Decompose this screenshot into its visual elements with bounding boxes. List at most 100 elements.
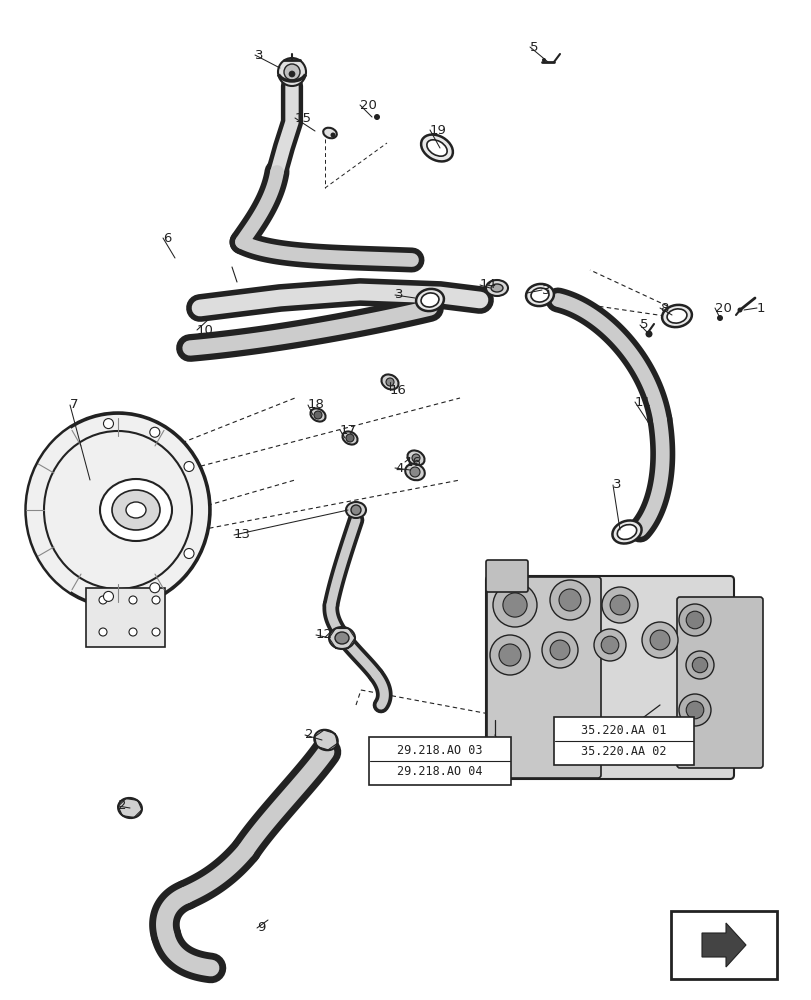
Circle shape <box>650 630 669 650</box>
Circle shape <box>410 467 419 477</box>
Ellipse shape <box>335 632 349 644</box>
Circle shape <box>642 622 677 658</box>
Circle shape <box>184 462 194 472</box>
Ellipse shape <box>118 798 142 818</box>
Circle shape <box>330 133 335 138</box>
Ellipse shape <box>381 374 398 390</box>
Circle shape <box>499 644 521 666</box>
FancyBboxPatch shape <box>486 576 733 779</box>
Text: 29.218.AO 03: 29.218.AO 03 <box>397 744 483 757</box>
Text: 16: 16 <box>389 383 406 396</box>
Ellipse shape <box>25 412 210 607</box>
Circle shape <box>609 595 629 615</box>
Ellipse shape <box>526 284 553 306</box>
Ellipse shape <box>486 280 508 296</box>
Circle shape <box>411 454 419 462</box>
Ellipse shape <box>616 525 636 539</box>
Text: 1: 1 <box>756 302 765 314</box>
Circle shape <box>685 611 703 629</box>
Ellipse shape <box>314 730 337 750</box>
Text: 4: 4 <box>394 462 403 475</box>
Circle shape <box>594 629 625 661</box>
Circle shape <box>492 583 536 627</box>
Circle shape <box>541 58 545 62</box>
Circle shape <box>103 591 114 601</box>
Text: 5: 5 <box>530 41 538 54</box>
Text: 15: 15 <box>294 112 311 125</box>
Text: 7: 7 <box>70 398 79 412</box>
Ellipse shape <box>530 288 548 302</box>
Text: 12: 12 <box>315 629 333 642</box>
Text: 3: 3 <box>612 479 620 491</box>
Circle shape <box>549 580 590 620</box>
Circle shape <box>600 636 618 654</box>
Text: 20: 20 <box>714 302 731 314</box>
Circle shape <box>716 315 722 321</box>
Circle shape <box>601 587 637 623</box>
Circle shape <box>152 628 160 636</box>
Text: 2: 2 <box>118 799 127 812</box>
Text: 5: 5 <box>639 318 648 332</box>
Circle shape <box>685 701 703 719</box>
Circle shape <box>152 596 160 604</box>
Text: 3: 3 <box>541 284 550 296</box>
Text: 18: 18 <box>307 398 324 412</box>
Circle shape <box>645 330 652 338</box>
Circle shape <box>692 657 707 673</box>
Text: 19: 19 <box>430 124 446 137</box>
Ellipse shape <box>342 431 357 445</box>
Text: 11: 11 <box>634 395 651 408</box>
Ellipse shape <box>112 490 160 530</box>
FancyBboxPatch shape <box>486 560 527 592</box>
Ellipse shape <box>611 520 641 544</box>
Ellipse shape <box>100 479 172 541</box>
Text: 17: 17 <box>340 424 357 436</box>
Ellipse shape <box>328 627 354 649</box>
Ellipse shape <box>407 450 424 466</box>
Ellipse shape <box>421 293 439 307</box>
Text: 9: 9 <box>257 921 265 934</box>
Circle shape <box>289 71 294 77</box>
Circle shape <box>184 548 194 558</box>
Text: 2: 2 <box>305 728 313 742</box>
Ellipse shape <box>661 305 691 327</box>
Circle shape <box>129 628 137 636</box>
FancyBboxPatch shape <box>676 597 762 768</box>
Circle shape <box>549 640 569 660</box>
Ellipse shape <box>667 309 686 323</box>
Ellipse shape <box>427 140 447 156</box>
Circle shape <box>678 694 710 726</box>
Circle shape <box>502 593 526 617</box>
Circle shape <box>541 632 577 668</box>
Ellipse shape <box>405 464 424 480</box>
Circle shape <box>685 651 713 679</box>
Circle shape <box>277 58 306 86</box>
Text: 14: 14 <box>479 278 496 292</box>
Circle shape <box>350 505 361 515</box>
Circle shape <box>284 64 299 80</box>
Text: 29.218.AO 04: 29.218.AO 04 <box>397 765 483 778</box>
Ellipse shape <box>345 502 366 518</box>
Circle shape <box>99 628 107 636</box>
Polygon shape <box>702 923 745 967</box>
Text: 16: 16 <box>405 456 422 468</box>
Ellipse shape <box>421 135 453 161</box>
FancyBboxPatch shape <box>487 577 600 778</box>
Circle shape <box>489 635 530 675</box>
Circle shape <box>385 378 393 386</box>
Circle shape <box>149 583 160 593</box>
Text: 10: 10 <box>197 324 213 336</box>
FancyBboxPatch shape <box>368 737 510 785</box>
Text: 35.220.AA 02: 35.220.AA 02 <box>581 745 666 758</box>
Circle shape <box>736 308 741 312</box>
Circle shape <box>99 596 107 604</box>
Ellipse shape <box>44 431 191 589</box>
Circle shape <box>374 114 380 120</box>
FancyBboxPatch shape <box>86 588 165 647</box>
Circle shape <box>558 589 581 611</box>
Text: 3: 3 <box>255 49 264 62</box>
FancyBboxPatch shape <box>670 911 776 979</box>
Text: 20: 20 <box>359 99 376 112</box>
Text: 13: 13 <box>234 528 251 542</box>
Text: 3: 3 <box>394 288 403 302</box>
